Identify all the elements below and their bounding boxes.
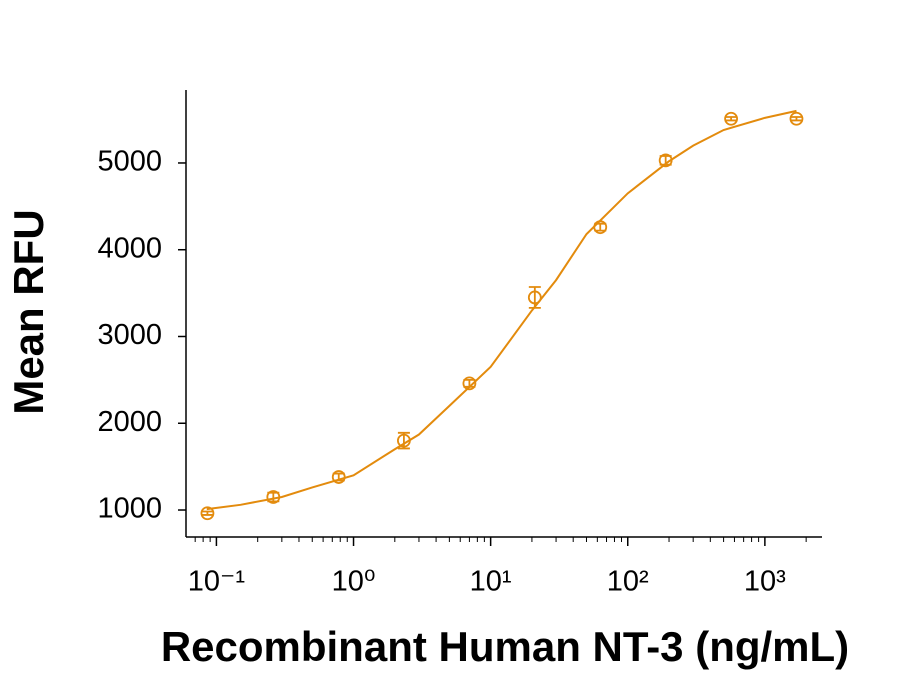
fit-curve (206, 109, 797, 511)
x-tick-label: 10² (607, 566, 649, 598)
data-point (658, 153, 673, 168)
error-bar (725, 116, 738, 122)
data-point (462, 376, 477, 391)
data-point (397, 433, 411, 448)
data-point (200, 506, 215, 521)
data-point (593, 220, 608, 235)
data-point (331, 470, 346, 484)
y-tick-label: 5000 (97, 146, 162, 178)
data-point (724, 111, 738, 126)
error-bar (528, 286, 541, 309)
y-axis-title: Mean RFU (5, 209, 52, 414)
x-tick-label: 10⁰ (332, 566, 376, 598)
y-tick-label: 4000 (97, 232, 162, 264)
error-bar (201, 510, 214, 516)
y-tick-label: 3000 (97, 319, 162, 351)
data-point (789, 111, 804, 126)
x-axis-title: Recombinant Human NT-3 (ng/mL) (161, 623, 849, 670)
data-point (266, 490, 281, 504)
x-tick-label: 10¹ (470, 566, 512, 598)
x-tick-label: 10⁻¹ (188, 566, 246, 598)
error-bar (790, 116, 803, 122)
data-point (527, 290, 542, 305)
y-tick-label: 2000 (97, 406, 162, 438)
x-tick-label: 10³ (744, 566, 786, 598)
y-tick-label: 1000 (97, 493, 162, 525)
